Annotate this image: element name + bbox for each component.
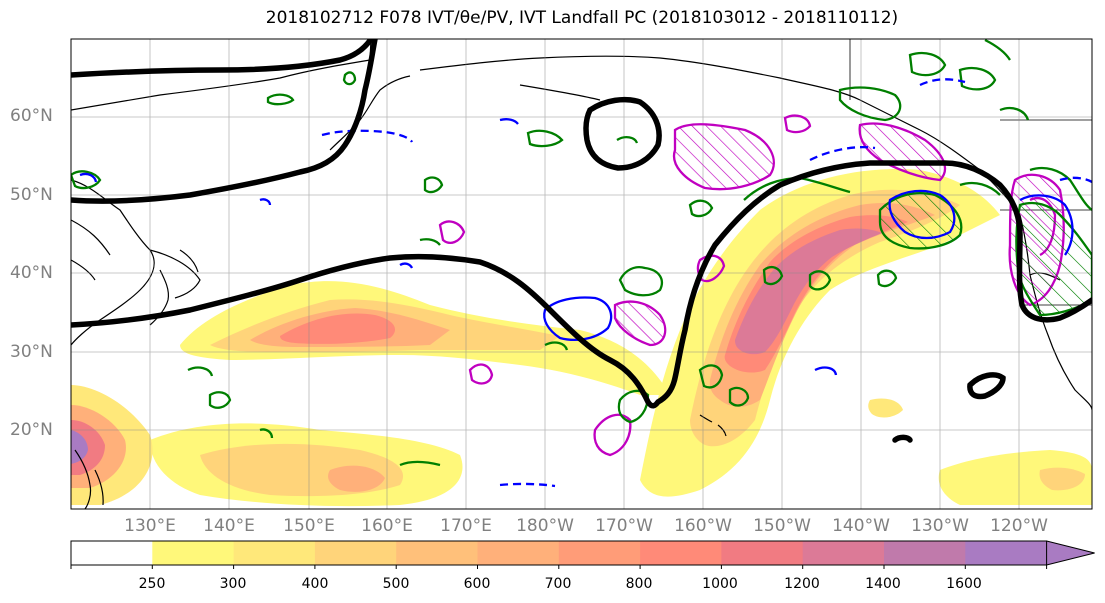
colorbar-segment (802, 541, 885, 565)
map-frame (70, 38, 1093, 510)
colorbar-tick-label: 500 (382, 576, 410, 592)
ivt-band-south (328, 465, 385, 492)
lon-label: 150°E (283, 516, 335, 536)
colorbar-segment (71, 541, 153, 565)
colorbar-segment (477, 541, 560, 565)
map-title: 2018102712 F078 IVT/θe/PV, IVT Landfall … (265, 8, 899, 28)
colorbar-segment (965, 541, 1048, 565)
colorbar-tick-label: 1200 (784, 576, 820, 592)
colorbar-segment (396, 541, 478, 565)
colorbar-segment (640, 541, 722, 565)
lon-label: 140°W (832, 516, 890, 536)
colorbar-tick-label: 250 (138, 576, 166, 592)
lon-label: 160°W (674, 516, 732, 536)
ivt-typhoon (71, 430, 88, 464)
lon-label: 130°W (911, 516, 969, 536)
lon-label: 160°E (361, 516, 413, 536)
colorbar-tick-label: 300 (219, 576, 247, 592)
colorbar (70, 540, 1095, 569)
ivt-band-northeast (1039, 467, 1085, 491)
pv-negative-contours (79, 78, 1092, 488)
colorbar-tick-label: 1600 (946, 576, 982, 592)
colorbar-segment (152, 541, 235, 565)
colorbar-tick-label: 400 (301, 576, 329, 592)
colorbar-tick-label: 600 (463, 576, 491, 592)
colorbar-tick-label: 700 (544, 576, 572, 592)
lat-label: 60°N (10, 106, 53, 126)
lon-label: 170°W (595, 516, 653, 536)
lat-label: 40°N (10, 263, 53, 283)
lat-label: 50°N (10, 185, 53, 205)
ivt-band-northeast (868, 398, 903, 418)
lat-label: 20°N (10, 420, 53, 440)
colorbar-segment (314, 541, 397, 565)
lon-label: 150°W (753, 516, 811, 536)
lon-label: 120°W (990, 516, 1048, 536)
ivt-band-northeast (938, 450, 1092, 505)
lon-label: 140°E (203, 516, 255, 536)
colorbar-segment (233, 541, 316, 565)
lon-label: 130°E (124, 516, 176, 536)
lon-label: 180°W (516, 516, 574, 536)
theta-e-contours (71, 39, 1092, 467)
colorbar-extend-arrow (1046, 540, 1095, 566)
ivt-filled-contours (71, 169, 1092, 507)
colorbar-tick-label: 1400 (865, 576, 901, 592)
colorbar-segment (721, 541, 804, 565)
lon-label: 170°E (440, 516, 492, 536)
ivt-typhoon (71, 420, 105, 475)
colorbar-tick-label: 1000 (702, 576, 738, 592)
ivt-landfall-pc-contours (71, 39, 1092, 443)
colorbar-segment (558, 541, 641, 565)
lat-label: 30°N (10, 342, 53, 362)
colorbar-segment (884, 541, 966, 565)
ivt-atmospheric-river (735, 228, 882, 355)
colorbar-tick-label: 800 (625, 576, 653, 592)
